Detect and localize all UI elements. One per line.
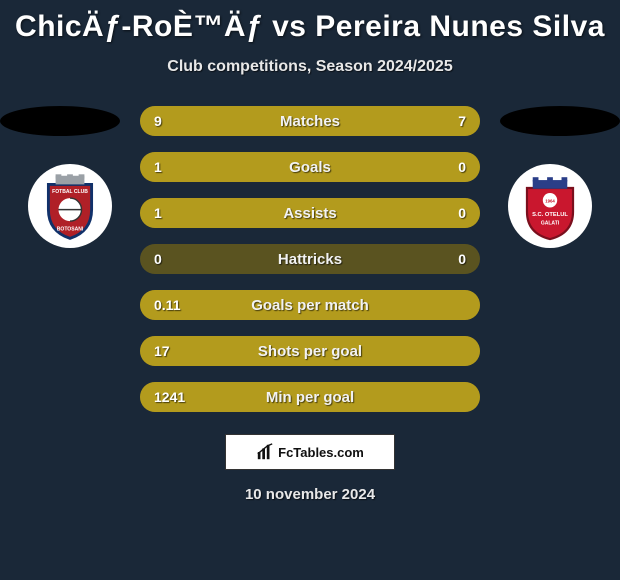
shadow-ellipse-left	[0, 106, 120, 136]
stat-bar: 1 0 Goals	[140, 152, 480, 182]
stat-value-left: 1	[154, 205, 162, 221]
comparison-panel: FOTBAL CLUB BOTOSANI 1964 S.C. OTELUL GA…	[0, 106, 620, 412]
stat-label: Assists	[283, 205, 336, 222]
stat-value-left: 9	[154, 113, 162, 129]
svg-text:FOTBAL CLUB: FOTBAL CLUB	[52, 189, 88, 195]
stat-bars: 9 7 Matches 1 0 Goals 1 0 Assists 0 0 Hattricks 0.11…	[140, 106, 480, 412]
brand-text: FcTables.com	[278, 445, 364, 460]
stat-value-left: 1	[154, 159, 162, 175]
stat-label: Goals per match	[251, 297, 369, 314]
crest-botosani-icon: FOTBAL CLUB BOTOSANI	[34, 170, 106, 242]
stat-bar: 17 Shots per goal	[140, 336, 480, 366]
page-title: ChicÄƒ-RoÈ™Äƒ vs Pereira Nunes Silva	[0, 0, 620, 44]
stat-bar: 1 0 Assists	[140, 198, 480, 228]
svg-text:BOTOSANI: BOTOSANI	[57, 226, 84, 232]
team-badge-left: FOTBAL CLUB BOTOSANI	[28, 164, 112, 248]
stat-label: Shots per goal	[258, 343, 362, 360]
stat-value-left: 17	[154, 343, 170, 359]
stat-value-right: 0	[458, 251, 466, 267]
svg-text:1964: 1964	[545, 198, 555, 203]
crest-otelul-icon: 1964 S.C. OTELUL GALATI	[514, 170, 586, 242]
stat-label: Min per goal	[266, 389, 354, 406]
stat-label: Hattricks	[278, 251, 342, 268]
stat-value-right: 7	[458, 113, 466, 129]
chart-icon	[256, 443, 274, 461]
stat-value-left: 0	[154, 251, 162, 267]
brand-badge[interactable]: FcTables.com	[225, 434, 395, 470]
season-subtitle: Club competitions, Season 2024/2025	[0, 58, 620, 76]
stat-bar: 9 7 Matches	[140, 106, 480, 136]
stat-value-left: 0.11	[154, 297, 180, 313]
svg-text:GALATI: GALATI	[541, 221, 560, 227]
stat-bar: 0.11 Goals per match	[140, 290, 480, 320]
shadow-ellipse-right	[500, 106, 620, 136]
stat-bar: 1241 Min per goal	[140, 382, 480, 412]
stat-value-left: 1241	[154, 389, 185, 405]
stat-bar: 0 0 Hattricks	[140, 244, 480, 274]
stat-label: Matches	[280, 113, 340, 130]
svg-text:S.C. OTELUL: S.C. OTELUL	[532, 212, 568, 218]
stat-value-right: 0	[458, 159, 466, 175]
stat-label: Goals	[289, 159, 331, 176]
snapshot-date: 10 november 2024	[0, 486, 620, 503]
team-badge-right: 1964 S.C. OTELUL GALATI	[508, 164, 592, 248]
stat-value-right: 0	[458, 205, 466, 221]
